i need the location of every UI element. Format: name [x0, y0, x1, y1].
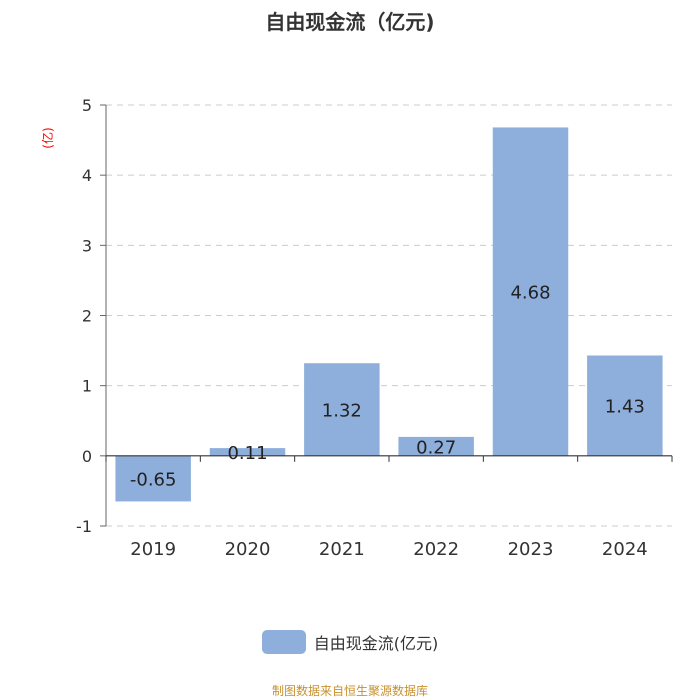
y-axis-label: (亿): [40, 127, 55, 148]
data-label: 1.32: [322, 401, 362, 422]
data-label: 0.11: [227, 443, 267, 464]
y-tick-label: 3: [82, 236, 92, 255]
y-tick-label: 4: [82, 166, 92, 185]
y-tick-label: 5: [82, 96, 92, 115]
legend-swatch: [261, 630, 306, 654]
x-tick-label: 2020: [225, 539, 271, 560]
data-label: 1.43: [605, 397, 645, 418]
x-tick-label: 2023: [508, 539, 554, 560]
x-tick-label: 2019: [130, 539, 176, 560]
data-label: 4.68: [510, 283, 550, 304]
x-tick-label: 2021: [319, 539, 365, 560]
chart-title: 自由现金流（亿元): [265, 10, 435, 34]
legend: 自由现金流(亿元): [0, 630, 700, 654]
bar: [209, 448, 286, 456]
legend-label: 自由现金流(亿元): [313, 634, 439, 653]
bar: [587, 355, 663, 456]
bar: [398, 436, 474, 456]
y-tick-label: 2: [82, 307, 92, 326]
x-tick-label: 2024: [602, 539, 648, 560]
data-labels: -0.65 0.11 1.32 0.27 4.68 1.43: [130, 283, 645, 491]
bar: [304, 363, 380, 456]
y-tick-label: -1: [76, 517, 92, 536]
data-label: -0.65: [130, 470, 177, 491]
data-label: 0.27: [416, 437, 456, 458]
axes: -1 0 1 2 3 4 5 2019 2020 2021 2022 2023 2024: [76, 96, 673, 560]
bar: [492, 127, 569, 456]
y-tick-label: 1: [82, 377, 92, 396]
y-tick-label: 0: [82, 447, 92, 466]
bars: [115, 127, 663, 502]
bar: [115, 455, 191, 502]
x-tick-label: 2022: [413, 539, 459, 560]
source-note: 制图数据来自恒生聚源数据库: [271, 684, 428, 698]
